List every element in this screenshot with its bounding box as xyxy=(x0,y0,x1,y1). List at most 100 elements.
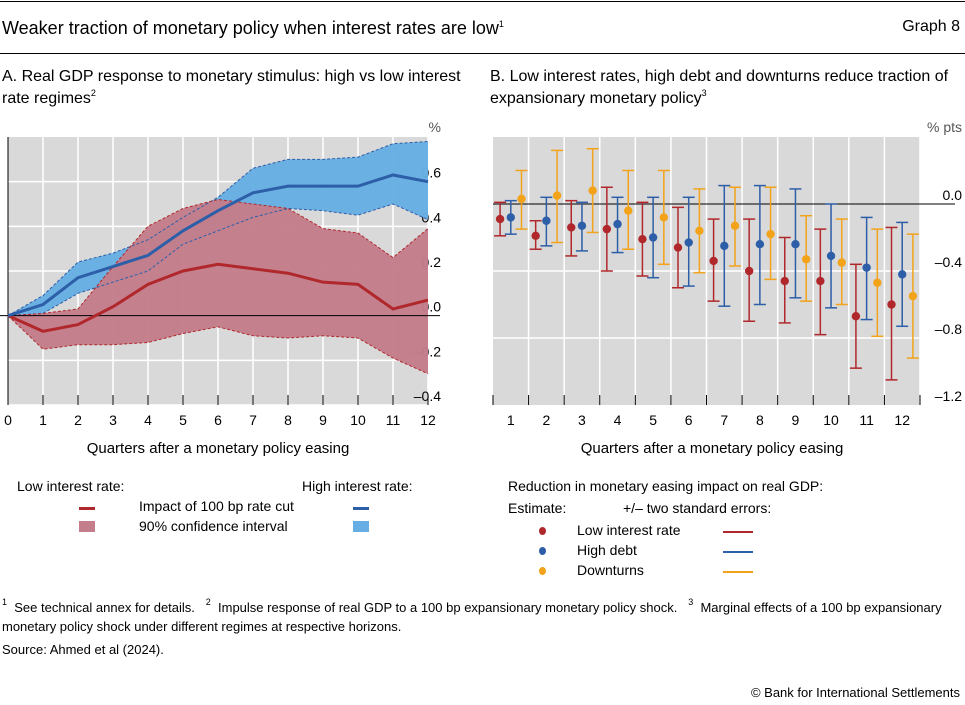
errorbar-low-interest-rate xyxy=(565,199,578,257)
legend-errorbar-line-swatch xyxy=(723,571,753,573)
errorbar-low-interest-rate xyxy=(494,201,507,237)
estimate-point xyxy=(755,240,765,249)
estimate-point xyxy=(887,300,896,309)
panel-b-ytick-label: –0.4 xyxy=(935,254,962,270)
footnote-1-marker: 1 xyxy=(2,597,8,607)
low-rate-ci-edge xyxy=(7,199,429,317)
panel-a-xtick-label: 9 xyxy=(319,412,327,428)
errorbar-low-interest-rate xyxy=(778,236,791,324)
estimate-point xyxy=(495,214,505,224)
estimate-point xyxy=(873,278,882,287)
panel-a-xtick-label: 10 xyxy=(350,412,366,428)
panel-a-xtick-label: 4 xyxy=(144,412,152,428)
panel-b-ytick-label: –1.2 xyxy=(935,388,962,404)
footnote-3: Marginal effects of a 100 bp expansionar… xyxy=(2,600,942,634)
estimate-point xyxy=(613,219,622,229)
legend-a-band-label: 90% confidence interval xyxy=(139,518,288,534)
panel-a-xtick-label: 2 xyxy=(74,412,82,428)
errorbar-high-debt xyxy=(575,201,588,252)
graph-title-text: Weaker traction of monetary policy when … xyxy=(2,18,499,38)
legend-dot-icon xyxy=(539,527,546,535)
estimate-point xyxy=(602,224,612,234)
errorbar-low-interest-rate xyxy=(849,263,862,369)
estimate-point xyxy=(837,258,846,267)
legend-blue-band-swatch xyxy=(353,521,369,532)
panel-a-xtick-label: 11 xyxy=(386,412,401,428)
panel-b-xtick-label: 3 xyxy=(578,412,586,428)
errorbar-downturns xyxy=(728,186,741,267)
low-rate-ci-band xyxy=(8,199,428,374)
estimate-point xyxy=(638,234,647,244)
footnotes: 1 See technical annex for details. 2 Imp… xyxy=(2,598,962,636)
panel-b-xtick-label: 6 xyxy=(685,412,693,428)
errorbar-downturns xyxy=(906,233,919,359)
panel-b-footnote-ref: 3 xyxy=(701,88,707,98)
errorbar-low-interest-rate xyxy=(672,206,685,289)
estimate-point xyxy=(801,255,811,264)
errorbar-low-interest-rate xyxy=(636,201,649,277)
estimate-point xyxy=(531,231,540,241)
estimate-point xyxy=(684,238,693,247)
estimate-point xyxy=(588,186,597,195)
panel-a-xtick-label: 8 xyxy=(284,412,292,428)
panel-b-xtick-label: 5 xyxy=(649,412,657,428)
copyright: © Bank for International Settlements xyxy=(750,685,960,700)
errorbar-high-debt xyxy=(825,203,838,309)
legend-errorbar-line-swatch xyxy=(723,531,753,533)
estimate-point xyxy=(908,291,918,301)
estimate-point xyxy=(744,266,754,276)
panel-b-xtick-label: 9 xyxy=(792,412,800,428)
errorbar-low-interest-rate xyxy=(885,226,898,381)
panel-a-xlabel: Quarters after a monetary policy easing xyxy=(87,440,350,457)
legend-b-se-label: +/– two standard errors: xyxy=(623,500,772,516)
legend-b-series-label: High debt xyxy=(577,542,637,558)
graph-number: Graph 8 xyxy=(902,18,960,35)
legend-b-estimate-label: Estimate: xyxy=(508,500,567,516)
estimate-point xyxy=(766,229,775,239)
legend-b-series-label: Low interest rate xyxy=(577,522,681,538)
errorbar-downturns xyxy=(764,186,777,281)
errorbar-high-debt xyxy=(540,196,553,247)
legend-a-high-label: High interest rate: xyxy=(302,478,413,494)
low-rate-impact-line xyxy=(7,262,429,333)
panel-a-xtick-label: 12 xyxy=(420,412,436,428)
estimate-point xyxy=(673,243,683,252)
graph-title: Weaker traction of monetary policy when … xyxy=(2,18,504,39)
errorbar-downturns xyxy=(835,218,848,306)
panel-b-xtick-label: 1 xyxy=(507,412,515,428)
errorbar-downturns xyxy=(800,214,813,302)
estimate-point xyxy=(780,276,789,286)
title-footnote-ref: 1 xyxy=(498,19,504,29)
estimate-point xyxy=(542,216,551,225)
panel-a-footnote-ref: 2 xyxy=(90,88,96,98)
panel-a-xtick-label: 3 xyxy=(109,412,117,428)
top-rule xyxy=(0,1,965,2)
errorbar-high-debt xyxy=(896,221,909,328)
errorbar-high-debt xyxy=(611,196,624,254)
errorbar-low-interest-rate xyxy=(600,186,613,272)
legend-dot-icon xyxy=(539,547,546,555)
panel-a-xtick-label: 7 xyxy=(249,412,257,428)
estimate-point xyxy=(695,226,704,235)
high-rate-impact-line xyxy=(7,173,429,318)
estimate-point xyxy=(730,221,740,230)
estimate-point xyxy=(517,194,526,204)
errorbar-high-debt xyxy=(753,184,766,306)
errorbar-downturns xyxy=(515,169,528,230)
estimate-point xyxy=(851,312,861,321)
legend-a-line-label: Impact of 100 bp rate cut xyxy=(139,498,294,514)
estimate-point xyxy=(648,233,658,242)
estimate-point xyxy=(898,270,907,279)
footnote-1: See technical annex for details. xyxy=(14,600,195,615)
estimate-point xyxy=(816,276,825,286)
panel-a-ytick-label: –0.4 xyxy=(414,388,441,404)
estimate-point xyxy=(659,213,669,222)
estimate-point xyxy=(567,223,576,232)
errorbar-downturns xyxy=(586,147,599,234)
panel-b-unit: % pts xyxy=(927,119,962,135)
panel-a-title: A. Real GDP response to monetary stimulu… xyxy=(2,66,472,110)
errorbar-high-debt xyxy=(647,196,660,279)
panel-b-ytick-label: 0.0 xyxy=(943,187,963,203)
